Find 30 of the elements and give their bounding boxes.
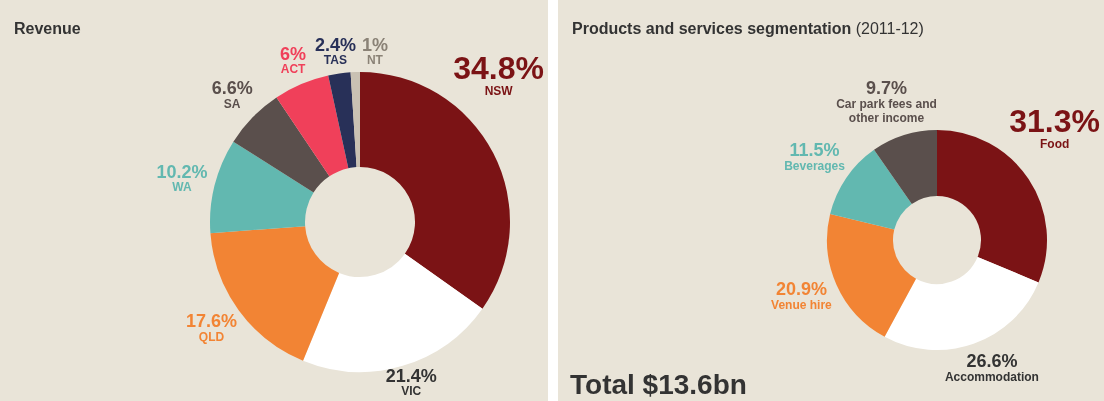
data-label: 20.9% [775, 279, 827, 300]
data-label: 1% [361, 34, 388, 55]
data-label: 34.8% [453, 49, 544, 86]
slice-label: NT [366, 53, 384, 68]
chart-title: Products and services segmentation [572, 20, 852, 37]
data-label: 6% [280, 43, 307, 64]
slice-label: VIC [401, 384, 422, 399]
data-label: 9.7% [865, 78, 907, 99]
slice-label: WA [172, 180, 192, 195]
data-label: 11.5% [789, 140, 840, 161]
data-label: 26.6% [966, 351, 1018, 372]
slice-label: ACT [280, 62, 307, 77]
data-label: 21.4% [385, 365, 437, 386]
data-label: 2.4% [314, 34, 356, 55]
data-label: 31.3% [1009, 102, 1100, 139]
chart-title: Revenue [14, 20, 81, 38]
slice-label: Beverages [784, 158, 846, 173]
slice-label: Car park fees and other income [836, 96, 937, 125]
slice-label: SA [223, 96, 241, 111]
chart-subtitle: (2011-12) [854, 20, 924, 37]
slice-label: Accommodation [944, 369, 1039, 384]
slice-label: Food [1039, 137, 1070, 152]
slice-label: Venue hire [771, 297, 833, 312]
data-label: 17.6% [186, 311, 238, 332]
slice-label: NSW [484, 84, 514, 99]
slice-label: QLD [198, 329, 225, 344]
data-label: 6.6% [211, 78, 253, 99]
text: Total $13.6bn [570, 369, 747, 401]
data-label: 10.2% [156, 161, 208, 182]
slice-label: TAS [323, 53, 347, 68]
